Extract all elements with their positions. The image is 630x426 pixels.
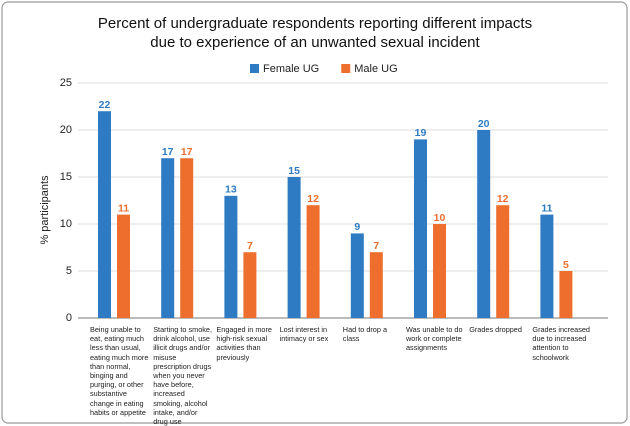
bar bbox=[243, 252, 257, 318]
bar bbox=[180, 158, 194, 318]
bar bbox=[414, 139, 427, 318]
data-label: 10 bbox=[434, 212, 446, 224]
legend-swatch bbox=[341, 64, 351, 73]
data-label: 12 bbox=[307, 193, 319, 205]
data-label: 5 bbox=[563, 259, 569, 271]
data-label: 11 bbox=[118, 202, 129, 214]
bar bbox=[224, 195, 238, 318]
bar bbox=[369, 252, 383, 318]
legend-label: Male UG bbox=[354, 63, 397, 75]
x-tick-label: Starting to smoke, drink alcohol, use il… bbox=[153, 325, 212, 426]
data-label: 19 bbox=[415, 127, 427, 139]
bar bbox=[98, 111, 111, 318]
data-label: 9 bbox=[354, 221, 360, 233]
bar bbox=[350, 233, 364, 318]
y-tick-label: 15 bbox=[60, 171, 72, 183]
x-tick-label: Engaged in more high-risk sexual activit… bbox=[216, 325, 272, 362]
legend-swatch bbox=[250, 64, 259, 73]
data-label: 12 bbox=[497, 193, 509, 205]
x-tick-label: Grades increased due to increased attent… bbox=[532, 325, 590, 362]
data-label: 13 bbox=[225, 184, 237, 196]
x-tick-label: Had to drop a class bbox=[342, 325, 388, 344]
bar bbox=[161, 158, 175, 318]
data-label: 17 bbox=[181, 146, 193, 158]
y-tick-label: 25 bbox=[60, 77, 72, 89]
bar bbox=[433, 224, 446, 318]
data-label: 15 bbox=[288, 165, 300, 177]
y-tick-label: 5 bbox=[66, 265, 72, 277]
y-tick-label: 10 bbox=[60, 218, 72, 230]
bar bbox=[306, 205, 320, 318]
y-axis-label: % participants bbox=[39, 175, 51, 245]
bar bbox=[477, 130, 491, 318]
data-label: 20 bbox=[478, 118, 490, 130]
bar bbox=[287, 177, 301, 318]
chart-title: Percent of undergraduate respondents rep… bbox=[97, 15, 533, 51]
data-label: 22 bbox=[99, 99, 111, 111]
bar bbox=[559, 271, 573, 318]
legend-label: Female UG bbox=[263, 63, 319, 75]
bar bbox=[540, 214, 554, 318]
x-tick-label: Lost interest in intimacy or sex bbox=[279, 325, 329, 344]
x-tick-label: Being unable to eat, eating much less th… bbox=[90, 325, 149, 417]
y-tick-label: 20 bbox=[60, 124, 72, 136]
data-label: 7 bbox=[373, 240, 379, 252]
x-tick-label: Grades dropped bbox=[469, 325, 522, 334]
y-tick-label: 0 bbox=[66, 312, 72, 324]
data-label: 11 bbox=[541, 202, 552, 214]
x-tick-label: Was unable to do work or complete assign… bbox=[406, 325, 463, 353]
data-label: 7 bbox=[247, 240, 253, 252]
bar bbox=[117, 214, 130, 318]
bar bbox=[496, 205, 510, 318]
data-label: 17 bbox=[162, 146, 174, 158]
